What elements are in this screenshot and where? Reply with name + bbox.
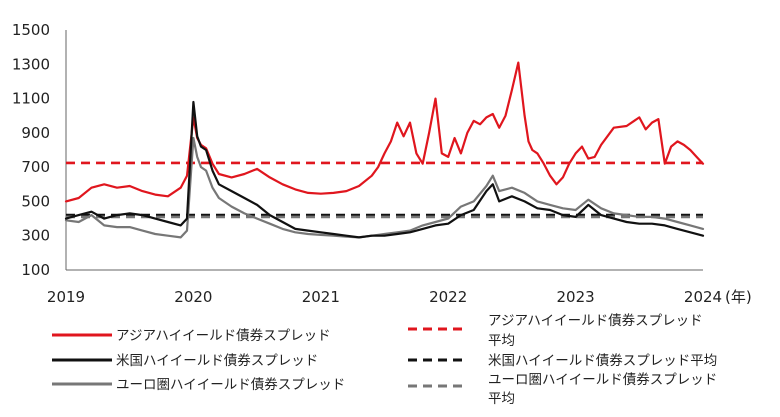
series-layer <box>64 61 705 239</box>
x-tick-label: 2022 <box>429 288 467 306</box>
x-tick-label: 2023 <box>557 288 595 306</box>
x-tick-label: 2020 <box>174 288 212 306</box>
x-axis-unit-label: (年) <box>725 288 752 306</box>
legend-label-avg-1: 米国ハイイールド債券スプレッド平均 <box>488 353 717 369</box>
legend-label-avg-0: アジアハイイールド債券スプレッド平均 <box>488 313 703 349</box>
x-tick-label: 2021 <box>302 288 340 306</box>
x-tick-label: 2024 <box>684 288 722 306</box>
y-tick-label: 500 <box>21 192 50 210</box>
y-tick-label: 1300 <box>12 55 50 73</box>
legend-label-2: ユーロ圏ハイイールド債券スプレッド <box>116 377 345 393</box>
legend-label-1: 米国ハイイールド債券スプレッド <box>116 353 318 369</box>
y-tick-label: 1100 <box>12 90 50 108</box>
y-tick-label: 300 <box>21 227 50 245</box>
y-tick-label: 1500 <box>12 21 50 39</box>
x-axis-ticks: 2019 2020 2021 2022 2023 2024 (年) <box>47 288 752 306</box>
legend: アジアハイイールド債券スプレッド米国ハイイールド債券スプレッドユーロ圏ハイイール… <box>52 313 717 407</box>
legend-label-0: アジアハイイールド債券スプレッド <box>116 328 331 344</box>
x-tick-label: 2019 <box>47 288 85 306</box>
y-tick-label: 100 <box>21 261 50 279</box>
series-line-0 <box>64 61 705 203</box>
series-line-1 <box>64 100 705 239</box>
y-tick-label: 900 <box>21 124 50 142</box>
y-tick-label: 700 <box>21 158 50 176</box>
legend-label-avg-2: ユーロ圏ハイイールド債券スプレッド平均 <box>488 372 717 407</box>
y-axis-ticks: 100 300 500 700 900 1100 1300 1500 <box>12 21 50 279</box>
